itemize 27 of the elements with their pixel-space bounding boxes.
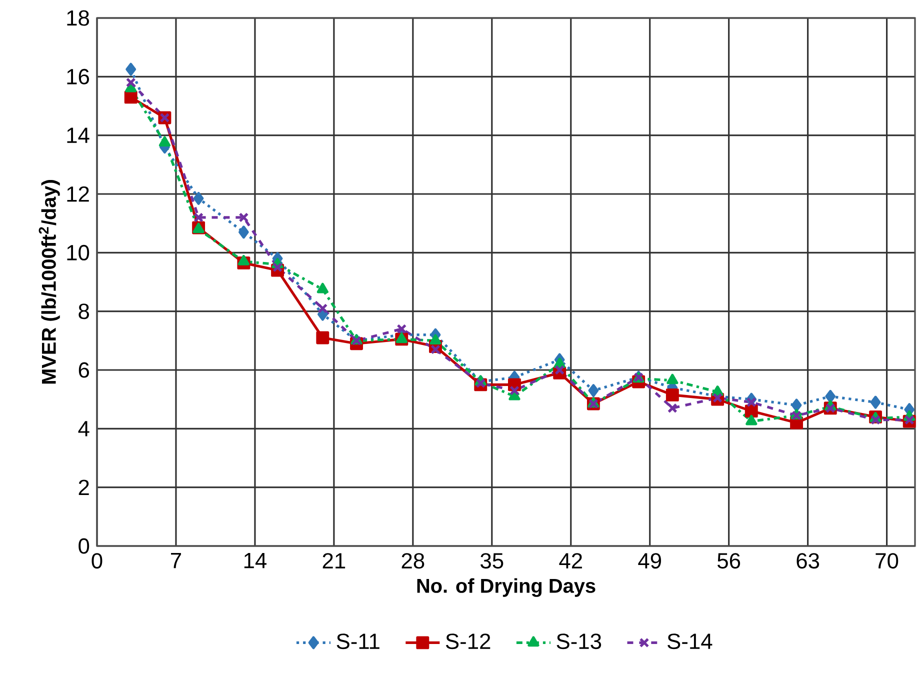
- y-tick-label: 0: [78, 538, 90, 554]
- legend-label: S-14: [668, 634, 712, 650]
- y-tick-label: 14: [67, 128, 90, 143]
- legend-label: S-11: [336, 634, 380, 650]
- y-tick-label: 4: [78, 421, 90, 436]
- x-tick-label: 28: [402, 553, 424, 569]
- y-tick-label: 6: [78, 362, 89, 378]
- y-tick-label: 16: [67, 68, 89, 84]
- legend-label: S-13: [556, 634, 602, 650]
- y-tick-label: 8: [78, 304, 89, 320]
- y-tick-label: 18: [67, 10, 89, 26]
- y-axis-title: MVER (lb/1000ft$^{2}$/day): [38, 180, 60, 384]
- y-tick-label: 12: [67, 186, 89, 202]
- x-tick-label: 0: [92, 553, 102, 569]
- x-tick-label: 56: [718, 553, 740, 569]
- legend-label: S-12: [446, 634, 490, 650]
- y-tick-label: 10: [67, 244, 90, 260]
- x-tick-label: 49: [638, 553, 662, 569]
- x-tick-label: 63: [796, 553, 820, 569]
- x-tick-label: 14: [244, 553, 266, 568]
- x-tick-label: 7: [171, 553, 181, 568]
- x-tick-label: 35: [480, 553, 504, 569]
- x-axis-title: No. of Drying Days: [417, 578, 596, 597]
- x-tick-label: 42: [559, 553, 582, 568]
- x-tick-label: 21: [322, 553, 346, 568]
- x-tick-label: 70: [876, 553, 898, 569]
- y-tick-label: 2: [78, 480, 89, 495]
